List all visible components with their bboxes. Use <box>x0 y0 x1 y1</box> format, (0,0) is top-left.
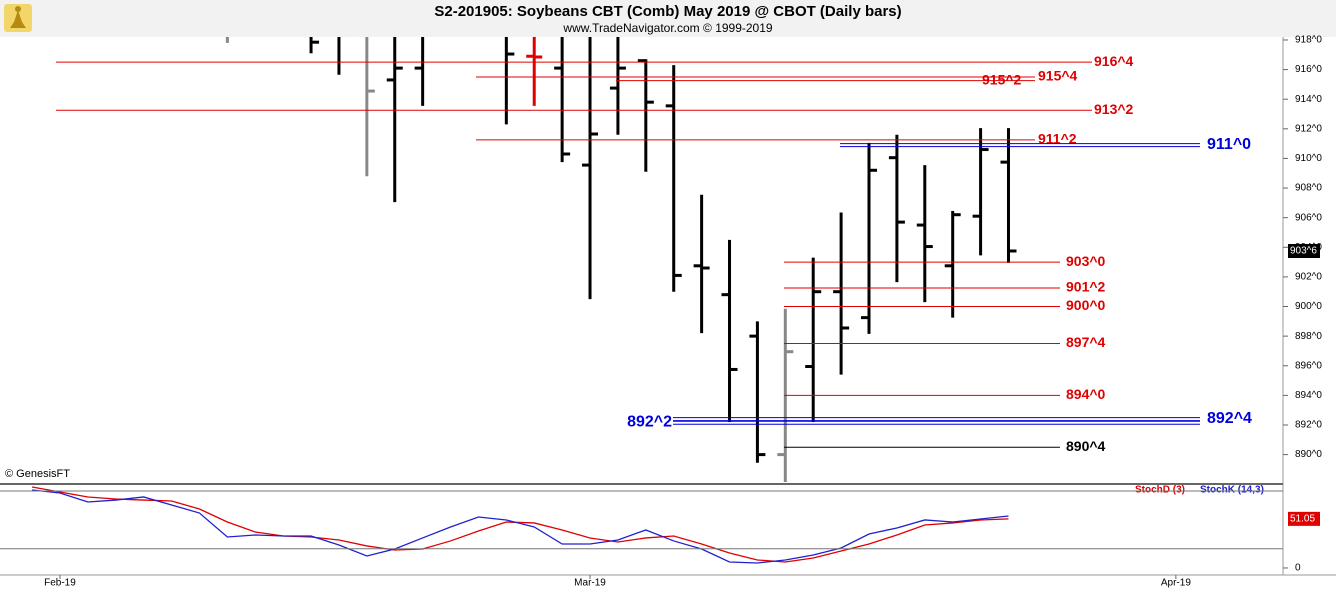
chart-title: S2-201905: Soybeans CBT (Comb) May 2019 … <box>434 3 901 20</box>
annotations: 918^0916^0914^0912^0910^0908^0906^0904^0… <box>44 35 1322 589</box>
stoch-plot <box>31 486 1009 564</box>
y-tick-label: 918^0 <box>1295 35 1322 46</box>
legend-entry: StochD (3) <box>1135 485 1185 496</box>
y-tick-label: 0 <box>1295 563 1301 574</box>
y-tick-label: 910^0 <box>1295 153 1322 164</box>
y-tick-label: 906^0 <box>1295 212 1322 223</box>
y-tick-label: 896^0 <box>1295 360 1322 371</box>
stoch-line <box>31 486 1009 563</box>
level-label: 916^4 <box>1094 53 1134 69</box>
y-tick-label: 898^0 <box>1295 331 1322 342</box>
y-tick-label: 912^0 <box>1295 123 1322 134</box>
x-tick-label: Apr-19 <box>1161 578 1191 589</box>
level-label: 911^2 <box>1038 131 1077 147</box>
level-label: 915^2 <box>982 71 1022 87</box>
level-label: 911^0 <box>1207 136 1251 153</box>
y-tick-label: 890^0 <box>1295 449 1322 460</box>
level-label: 901^2 <box>1066 279 1106 295</box>
level-label: 903^0 <box>1066 253 1106 269</box>
level-label: 915^4 <box>1038 68 1078 84</box>
level-label: 890^4 <box>1066 438 1106 454</box>
y-tick-label: 900^0 <box>1295 301 1322 312</box>
last-price-box <box>1288 243 1320 258</box>
y-tick-label: 914^0 <box>1295 94 1322 105</box>
x-tick-label: Mar-19 <box>574 578 606 589</box>
value-box <box>1288 511 1320 526</box>
y-tick-label: 892^0 <box>1295 420 1322 431</box>
y-tick-label: 902^0 <box>1295 272 1322 283</box>
level-label: 892^2 <box>627 414 672 431</box>
level-label: 897^4 <box>1066 334 1106 350</box>
x-tick-label: Feb-19 <box>44 578 76 589</box>
value-label: 51.05 <box>1290 513 1315 524</box>
y-tick-label: 908^0 <box>1295 183 1322 194</box>
chart-subtitle: www.TradeNavigator.com © 1999-2019 <box>562 21 772 35</box>
level-label: 892^4 <box>1207 410 1252 427</box>
title-bar <box>0 0 1336 37</box>
y-tick-label: 894^0 <box>1295 390 1322 401</box>
level-label: 894^0 <box>1066 386 1106 402</box>
logo <box>4 4 32 32</box>
legend-entry: StochK (14,3) <box>1200 485 1264 496</box>
price-plot <box>225 37 1017 482</box>
level-label: 900^0 <box>1066 297 1106 313</box>
level-label: 913^2 <box>1094 101 1134 117</box>
y-tick-label: 916^0 <box>1295 64 1322 75</box>
stoch-line <box>32 489 1009 564</box>
last-price-label: 903^6 <box>1290 246 1317 257</box>
watermark: © GenesisFT <box>5 468 70 480</box>
